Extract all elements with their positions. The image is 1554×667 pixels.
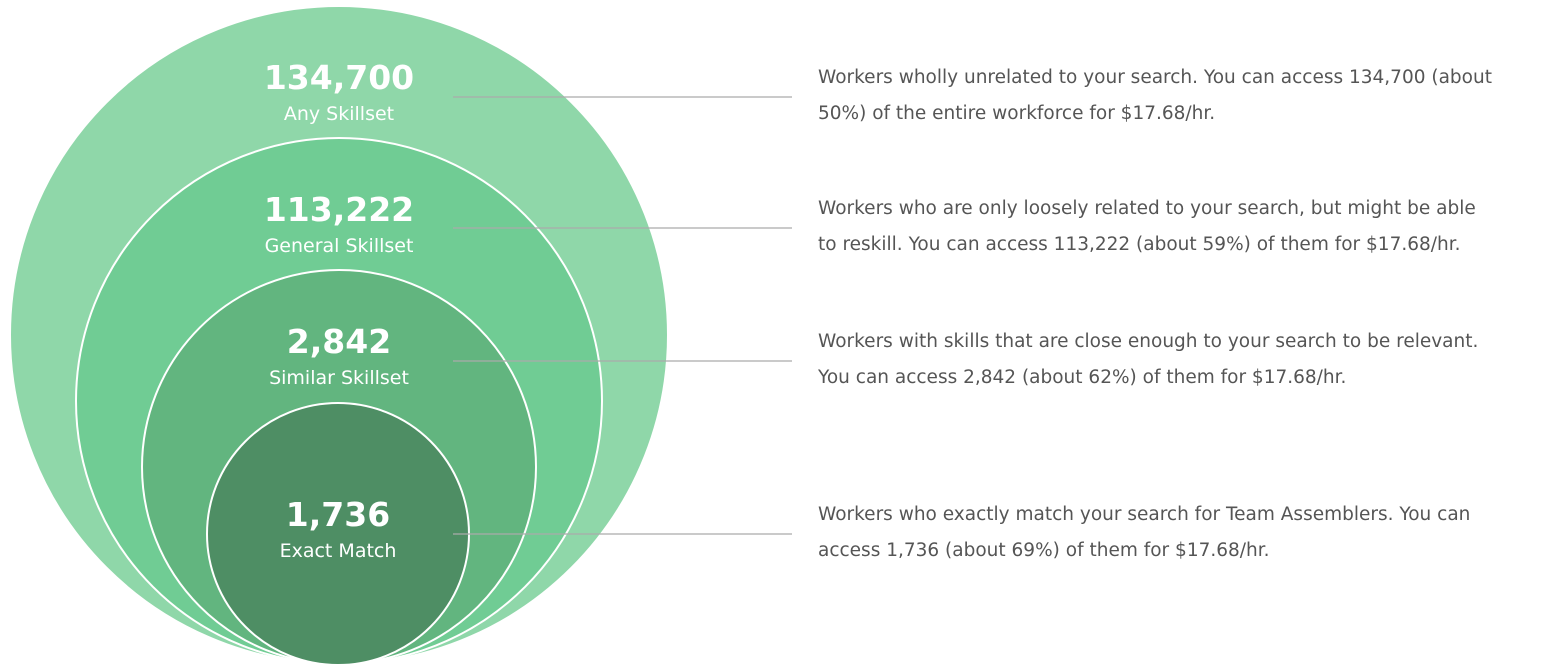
level-count: 1,736	[286, 495, 390, 534]
level-label: Exact Match	[280, 540, 397, 562]
level-description: Workers who are only loosely related to …	[818, 198, 1476, 219]
level-description: 50%) of the entire workforce for $17.68/…	[818, 103, 1215, 124]
level-label: Similar Skillset	[269, 367, 409, 389]
level-label: Any Skillset	[284, 103, 394, 125]
level-description: to reskill. You can access 113,222 (abou…	[818, 234, 1461, 255]
level-circle	[206, 402, 470, 666]
level-description: access 1,736 (about 69%) of them for $17…	[818, 540, 1270, 561]
level-description: Workers with skills that are close enoug…	[818, 331, 1478, 352]
level-count: 2,842	[287, 322, 391, 361]
level-count: 113,222	[264, 190, 414, 229]
level-count: 134,700	[264, 58, 414, 97]
level-description: Workers who exactly match your search fo…	[818, 504, 1470, 525]
level-description: You can access 2,842 (about 62%) of them…	[817, 367, 1346, 388]
level-description: Workers wholly unrelated to your search.…	[818, 67, 1492, 88]
level-label: General Skillset	[265, 235, 414, 257]
